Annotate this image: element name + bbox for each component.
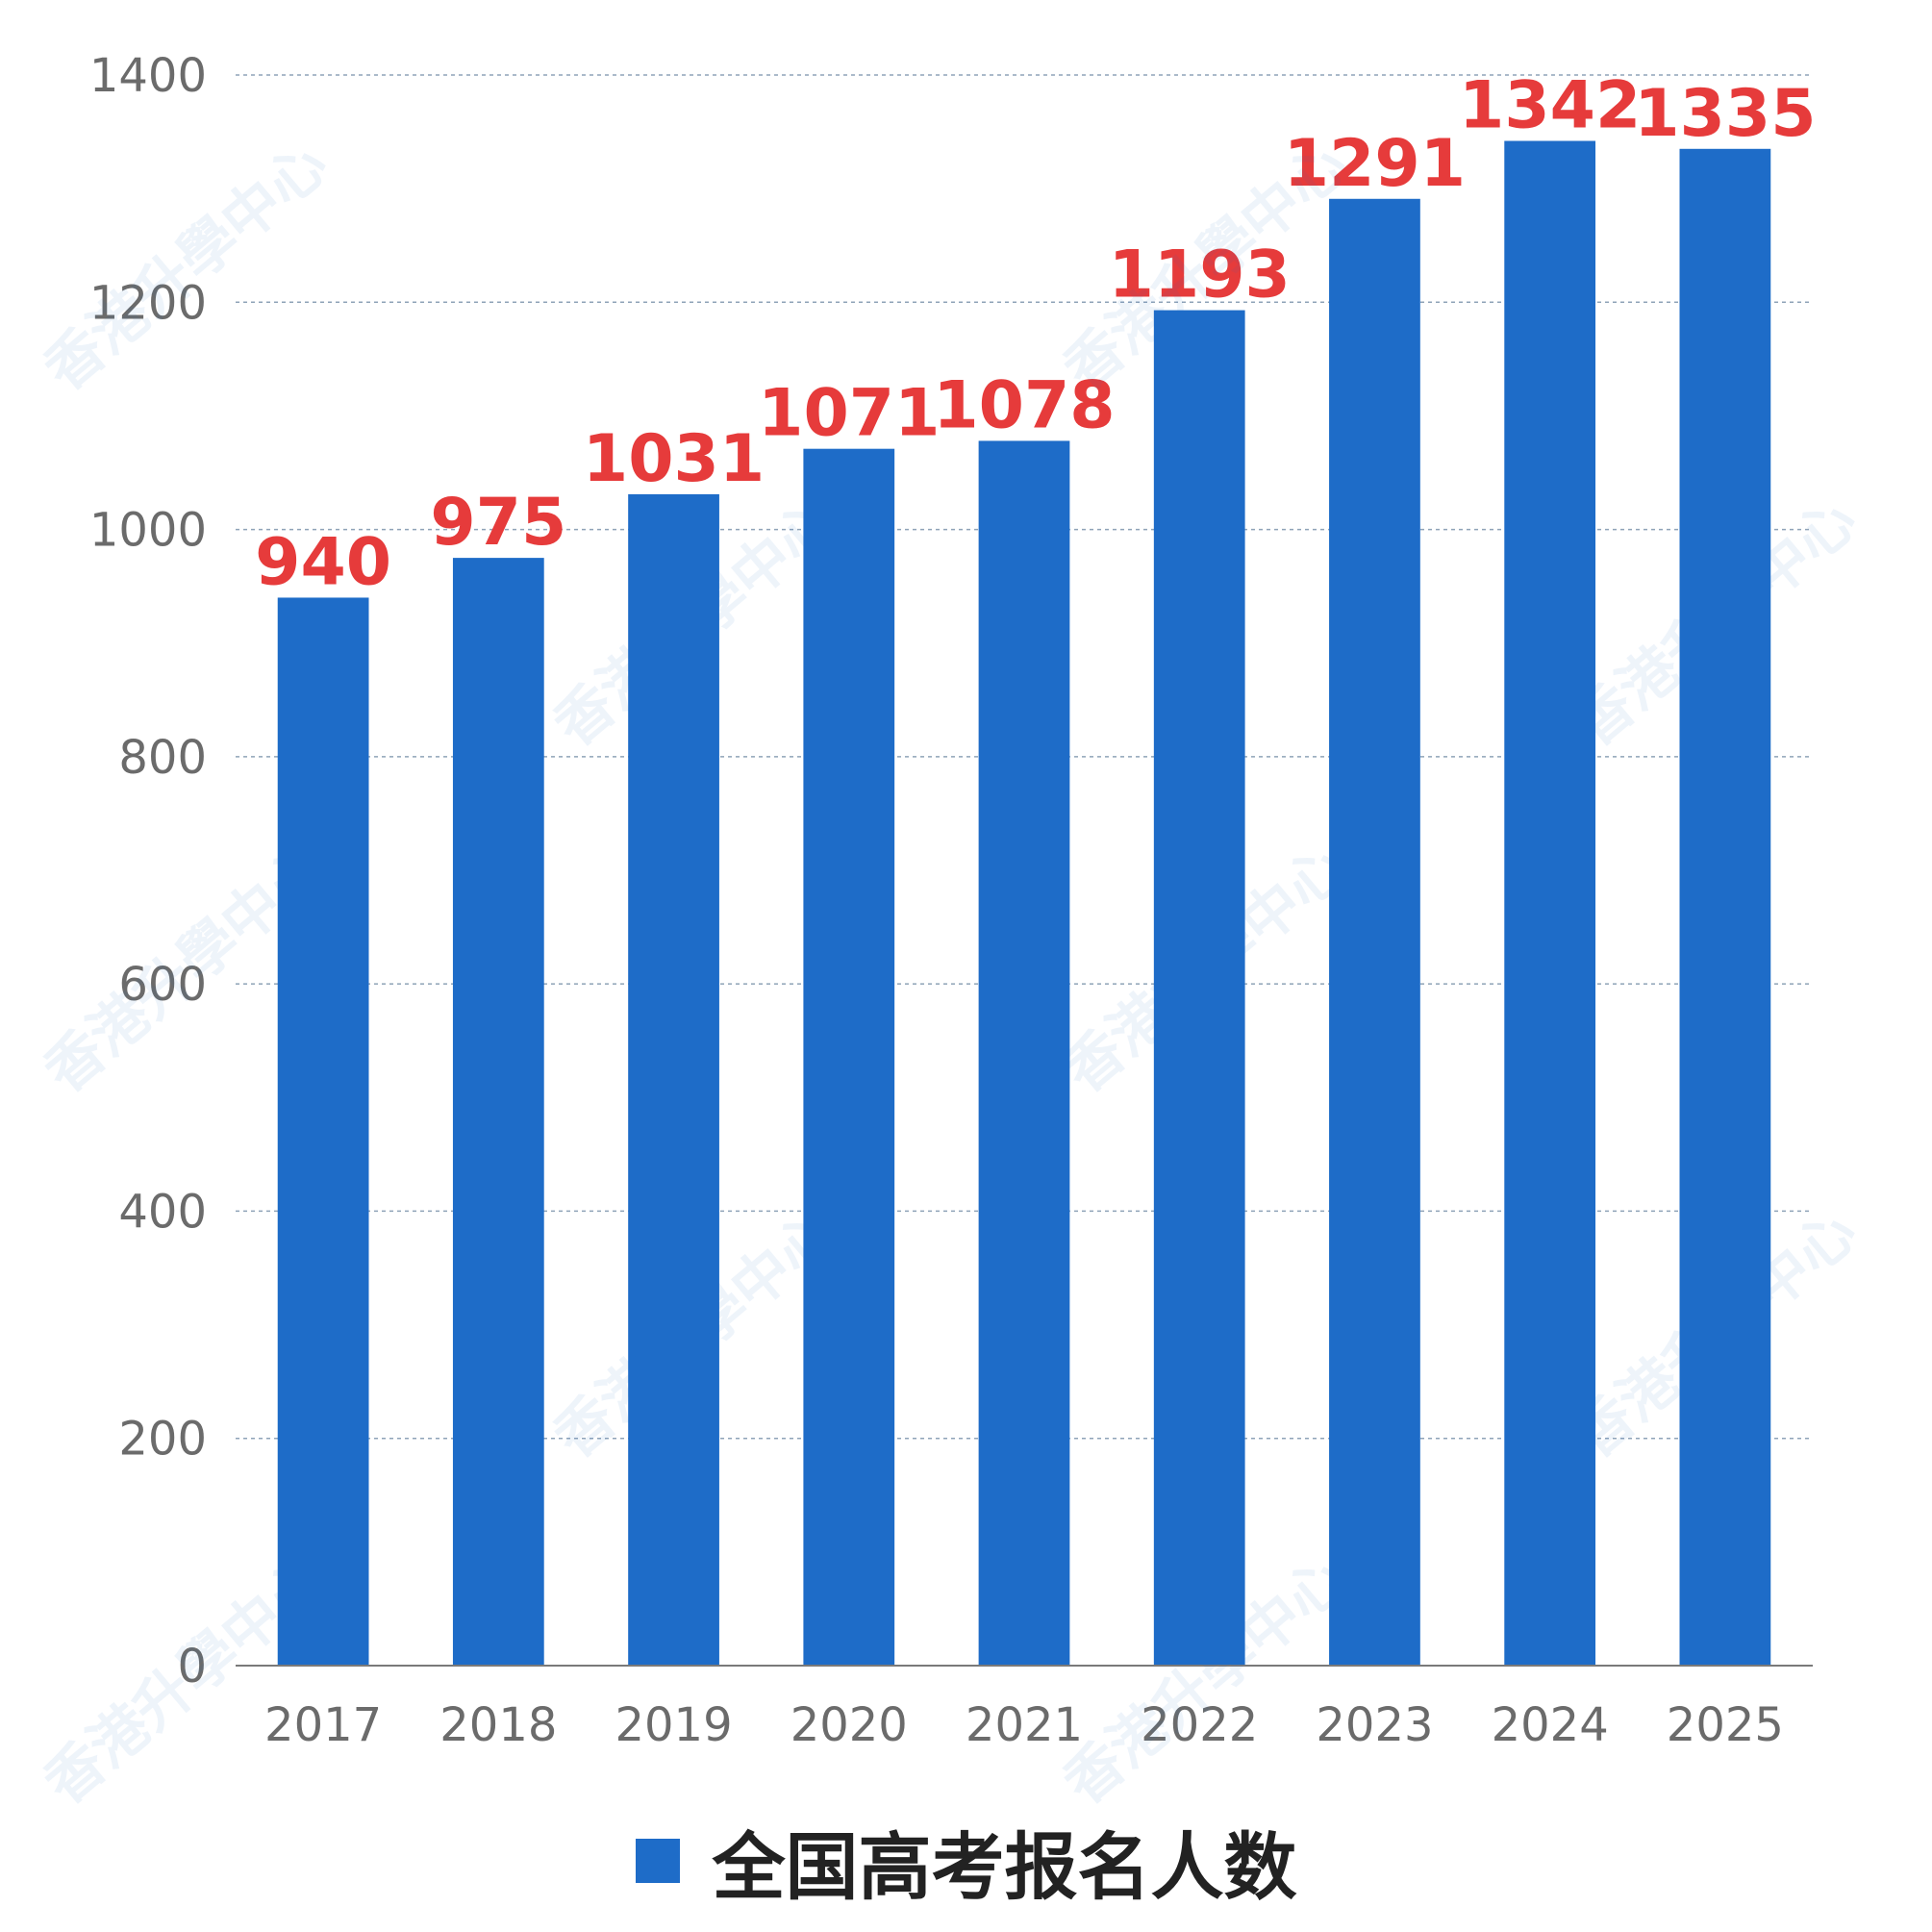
data-label: 975 [430,485,566,561]
bar [452,558,544,1666]
legend-label: 全国高考报名人数 [712,1824,1297,1910]
y-tick-label: 200 [118,1413,207,1467]
x-tick-label: 2021 [966,1698,1083,1752]
x-tick-label: 2017 [264,1698,382,1752]
data-label: 1071 [758,376,940,452]
bar [978,440,1070,1666]
x-tick-label: 2024 [1492,1698,1609,1752]
legend-swatch [635,1839,680,1883]
bar [277,597,369,1666]
bar [1153,310,1245,1667]
axes: 0 200 400 600 800 1000 1200 1400 2017 2018 2019 202… [89,49,1813,1752]
data-label: 1335 [1634,76,1816,152]
bar [1679,148,1771,1667]
data-label: 1342 [1459,68,1641,144]
x-tick-label: 2022 [1141,1698,1258,1752]
x-tick-label: 2023 [1316,1698,1433,1752]
y-tick-label: 400 [118,1185,207,1239]
data-label: 1031 [583,421,765,497]
y-tick-label: 600 [118,958,207,1012]
bar [628,493,719,1666]
y-tick-label: 1400 [89,49,207,103]
y-tick-label: 800 [118,731,207,785]
bars [277,140,1771,1667]
y-tick-label: 1200 [89,276,207,330]
y-tick-label: 0 [177,1640,207,1694]
data-label: 1291 [1284,126,1466,202]
chart-legend: 全国高考报名人数 [0,1808,1932,1914]
y-tick-label: 1000 [89,504,207,558]
x-tick-label: 2025 [1667,1698,1784,1752]
bar [1504,140,1596,1667]
data-label: 1193 [1109,238,1291,314]
data-label: 940 [255,524,391,600]
bar [1329,198,1420,1666]
x-tick-label: 2019 [615,1698,732,1752]
x-tick-label: 2020 [790,1698,908,1752]
data-label: 1078 [933,367,1115,443]
bar [803,448,895,1667]
x-tick-label: 2018 [439,1698,557,1752]
